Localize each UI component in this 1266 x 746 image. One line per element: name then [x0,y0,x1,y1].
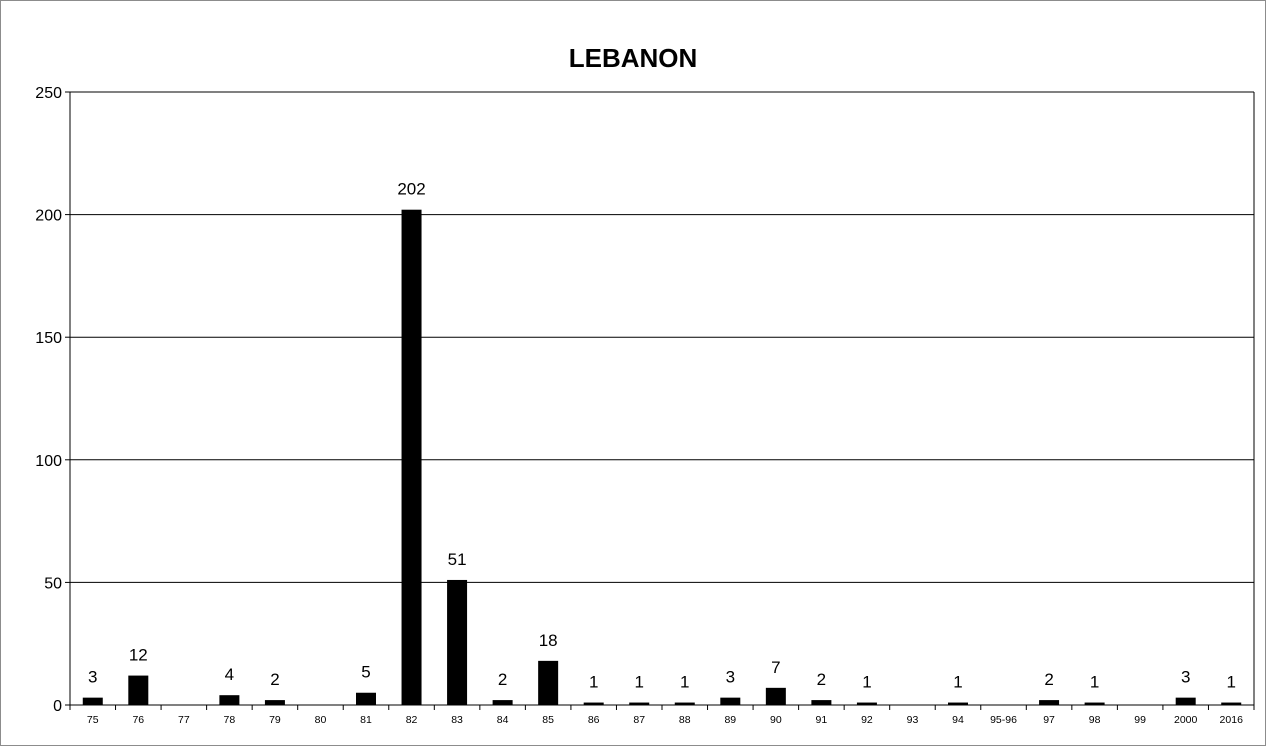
data-label-83: 51 [448,550,467,569]
bar-94 [948,702,968,705]
data-label-2000: 3 [1181,668,1190,687]
y-tick-label: 250 [35,85,62,102]
bar-82 [401,209,422,706]
x-tick-label-81: 81 [360,714,372,726]
bar-84 [492,700,513,705]
data-label-82: 202 [397,180,425,199]
data-label-98: 1 [1090,673,1099,692]
x-tick-label-87: 87 [633,714,645,726]
x-tick-label-2000: 2000 [1174,714,1198,726]
data-label-90: 7 [771,658,780,677]
x-tick-label-95-96: 95-96 [990,714,1017,726]
y-tick-label: 200 [35,208,62,225]
x-tick-label-84: 84 [497,714,509,726]
x-tick-label-97: 97 [1043,714,1055,726]
x-tick-label-76: 76 [132,714,144,726]
data-label-76: 12 [129,646,148,665]
x-tick-label-92: 92 [861,714,873,726]
x-tick-label-78: 78 [224,714,236,726]
gridlines [70,91,1254,583]
data-label-92: 1 [862,673,871,692]
data-label-78: 4 [225,665,234,684]
bar-76 [128,675,149,705]
x-tick-label-79: 79 [269,714,281,726]
x-tick-label-77: 77 [178,714,190,726]
data-label-87: 1 [634,673,643,692]
data-label-94: 1 [953,673,962,692]
bar-79 [264,700,285,705]
data-label-86: 1 [589,673,598,692]
data-label-88: 1 [680,673,689,692]
x-tick-labels: 75 76 77 78 79 80 81 82 83 84 85 86 87 88 89 90 91 92 93 94… [87,714,1243,726]
bar-92 [856,702,877,705]
bar-2016 [1221,702,1242,705]
data-label-2016: 1 [1226,673,1235,692]
y-tick-labels: 0 50 100 150 200 250 [35,85,62,715]
bar-90 [765,687,786,705]
x-tick-label-88: 88 [679,714,691,726]
x-tick-label-98: 98 [1089,714,1101,726]
x-tick-label-91: 91 [816,714,828,726]
bar-81 [356,692,376,705]
data-label-75: 3 [88,668,97,687]
bar-89 [720,697,741,705]
data-label-97: 2 [1044,670,1053,689]
y-tick-label: 100 [35,453,62,470]
bar-88 [674,702,695,705]
y-tick-label: 0 [53,698,62,715]
bar-91 [811,700,832,705]
data-label-85: 18 [539,631,558,650]
bars [82,209,1242,706]
bar-98 [1084,702,1105,705]
x-tick-label-94: 94 [952,714,964,726]
data-label-91: 2 [817,670,826,689]
data-label-84: 2 [498,670,507,689]
bar-85 [538,660,559,705]
x-tick-label-93: 93 [907,714,919,726]
data-label-79: 2 [270,670,279,689]
x-tick-label-2016: 2016 [1220,714,1244,726]
x-tick-label-89: 89 [724,714,736,726]
data-label-89: 3 [726,668,735,687]
bar-2000 [1175,697,1196,705]
chart-title: LEBANON [568,43,698,73]
y-tick-label: 150 [35,330,62,347]
bar-97 [1039,700,1060,705]
bar-78 [219,695,240,705]
bar-86 [583,702,604,705]
x-tick-label-82: 82 [406,714,418,726]
data-label-81: 5 [361,663,370,682]
x-tick-label-85: 85 [542,714,554,726]
x-tick-label-90: 90 [770,714,782,726]
bar-87 [629,702,650,705]
x-tick-label-99: 99 [1134,714,1146,726]
axes [65,91,1255,710]
y-tick-label: 50 [44,575,62,592]
x-tick-label-83: 83 [451,714,463,726]
x-tick-label-80: 80 [315,714,327,726]
bar-75 [82,697,103,705]
bar-83 [447,579,468,705]
x-tick-label-86: 86 [588,714,600,726]
x-tick-label-75: 75 [87,714,99,726]
